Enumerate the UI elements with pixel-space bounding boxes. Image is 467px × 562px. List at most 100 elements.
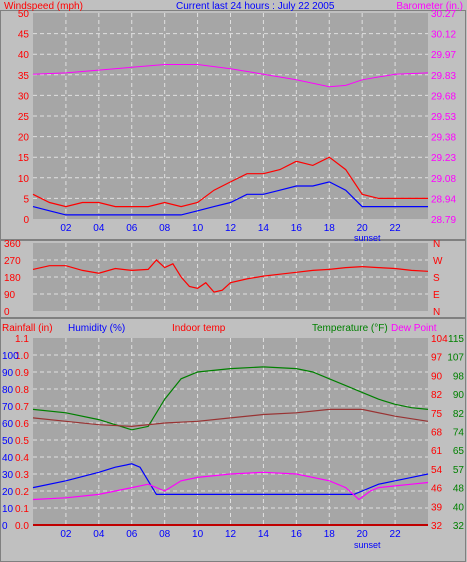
- ytick-temp-indoor: 46: [431, 484, 443, 495]
- header-barometer-label: Barometer (in.): [396, 1, 463, 12]
- series-lower-0: [32, 366, 429, 431]
- ytick-windspeed: 5: [23, 194, 29, 205]
- ytick-windspeed: 50: [18, 9, 30, 20]
- dew-point-label: Dew Point: [391, 323, 437, 334]
- ytick-windspeed: 20: [18, 133, 30, 144]
- ytick-rainfall: 1.1: [15, 334, 29, 345]
- panel-frame-middle: [0, 240, 466, 318]
- ytick-temp-outdoor: 82: [453, 409, 465, 420]
- ytick-temp-outdoor: 57: [453, 465, 465, 476]
- ytick-temp-indoor: 82: [431, 390, 443, 401]
- ytick-direction: 270: [4, 256, 21, 267]
- ytick-rainfall: 0.3: [15, 470, 29, 481]
- ytick-humidity: 10: [2, 504, 14, 515]
- sunset-label-top: sunset: [354, 233, 381, 243]
- xtick-bottom: 16: [291, 529, 303, 540]
- ytick-direction: 360: [4, 239, 21, 250]
- ytick-barometer: 28.94: [431, 194, 456, 205]
- series-line-2: [32, 181, 428, 216]
- ytick-barometer: 29.97: [431, 50, 456, 61]
- xtick-top: 06: [126, 223, 138, 234]
- xtick-top: 12: [225, 223, 237, 234]
- chart-dynamic-layer: 0 5 10 15 20 25 30 35 40 45 50 28.79 28.94 29.08 29.23…: [2, 9, 464, 540]
- ytick-direction: 180: [4, 273, 21, 284]
- ytick-temp-outdoor: 48: [453, 484, 465, 495]
- ytick-rainfall: 0.0: [15, 521, 29, 532]
- series-lower-3: [32, 471, 429, 501]
- ytick-rainfall: 0.1: [15, 504, 29, 515]
- ytick-direction: 0: [4, 307, 10, 318]
- ytick-direction: 90: [4, 290, 16, 301]
- ytick-humidity: 100: [2, 351, 19, 362]
- ytick-humidity: 40: [2, 453, 14, 464]
- series-lower-2: [32, 463, 429, 495]
- ytick-barometer: 29.38: [431, 133, 456, 144]
- ytick-barometer: 29.68: [431, 91, 456, 102]
- ytick-temp-indoor: 97: [431, 353, 443, 364]
- ytick-temp-indoor: 32: [431, 521, 443, 532]
- ytick-windspeed: 25: [18, 112, 30, 123]
- ytick-rainfall: 0.4: [15, 453, 29, 464]
- xtick-bottom: 10: [192, 529, 204, 540]
- series-line-1: [32, 156, 428, 208]
- ytick-rainfall: 0.2: [15, 487, 29, 498]
- xtick-top: 02: [60, 223, 72, 234]
- sunset-label-bottom: sunset: [354, 540, 381, 550]
- xtick-bottom: 06: [126, 529, 138, 540]
- humidity-label: Humidity (%): [68, 323, 125, 334]
- ytick-barometer: 28.79: [431, 215, 456, 226]
- ytick-windspeed: 40: [18, 50, 30, 61]
- ytick-temp-outdoor: 107: [447, 353, 464, 364]
- ytick-humidity: 0: [2, 521, 8, 532]
- ytick-temp-indoor: 39: [431, 502, 443, 513]
- ytick-temp-indoor: 90: [431, 371, 443, 382]
- ytick-humidity: 80: [2, 385, 14, 396]
- header-current-date: Current last 24 hours : July 22 2005: [176, 1, 335, 12]
- ytick-temp-indoor: 68: [431, 428, 443, 439]
- ytick-windspeed: 0: [23, 215, 29, 226]
- ytick-rainfall: 0.5: [15, 436, 29, 447]
- ytick-temp-outdoor: 32: [453, 521, 465, 532]
- ytick-compass: N: [433, 239, 440, 250]
- ytick-windspeed: 30: [18, 91, 30, 102]
- ytick-barometer: 29.53: [431, 112, 456, 123]
- xtick-bottom: 14: [258, 529, 270, 540]
- ytick-humidity: 90: [2, 368, 14, 379]
- ytick-temp-indoor: 104: [431, 334, 448, 345]
- ytick-temp-outdoor: 74: [453, 428, 465, 439]
- ytick-compass: E: [433, 290, 440, 301]
- series-direction-0: [32, 259, 429, 293]
- xtick-bottom: 22: [390, 529, 402, 540]
- xtick-bottom: 08: [159, 529, 171, 540]
- ytick-compass: W: [433, 256, 443, 267]
- ytick-humidity: 70: [2, 402, 14, 413]
- ytick-rainfall: 1.0: [15, 351, 29, 362]
- panel-frame-top: [0, 10, 466, 240]
- xtick-bottom: 02: [60, 529, 72, 540]
- ytick-windspeed: 15: [18, 153, 30, 164]
- ytick-temp-outdoor: 98: [453, 371, 465, 382]
- ytick-barometer: 30.27: [431, 9, 456, 20]
- ytick-rainfall: 0.9: [15, 368, 29, 379]
- series-line-0: [32, 64, 429, 88]
- ytick-rainfall: 0.8: [15, 385, 29, 396]
- ytick-compass: S: [433, 273, 440, 284]
- ytick-barometer: 29.83: [431, 71, 456, 82]
- ytick-temp-outdoor: 115: [448, 334, 464, 345]
- ytick-windspeed: 35: [18, 71, 30, 82]
- xtick-top: 22: [390, 223, 402, 234]
- ytick-barometer: 30.12: [431, 30, 456, 41]
- header-windspeed-label: Windspeed (mph): [4, 1, 83, 12]
- ytick-barometer: 29.23: [431, 153, 456, 164]
- xtick-bottom: 18: [324, 529, 336, 540]
- ytick-rainfall: 0.7: [15, 402, 29, 413]
- ytick-temp-outdoor: 65: [453, 446, 465, 457]
- xtick-top: 10: [192, 223, 204, 234]
- xtick-top: 04: [93, 223, 105, 234]
- ytick-humidity: 30: [2, 470, 14, 481]
- ytick-humidity: 20: [2, 487, 14, 498]
- xtick-top: 08: [159, 223, 171, 234]
- ytick-compass: N: [433, 307, 440, 318]
- xtick-top: 16: [291, 223, 303, 234]
